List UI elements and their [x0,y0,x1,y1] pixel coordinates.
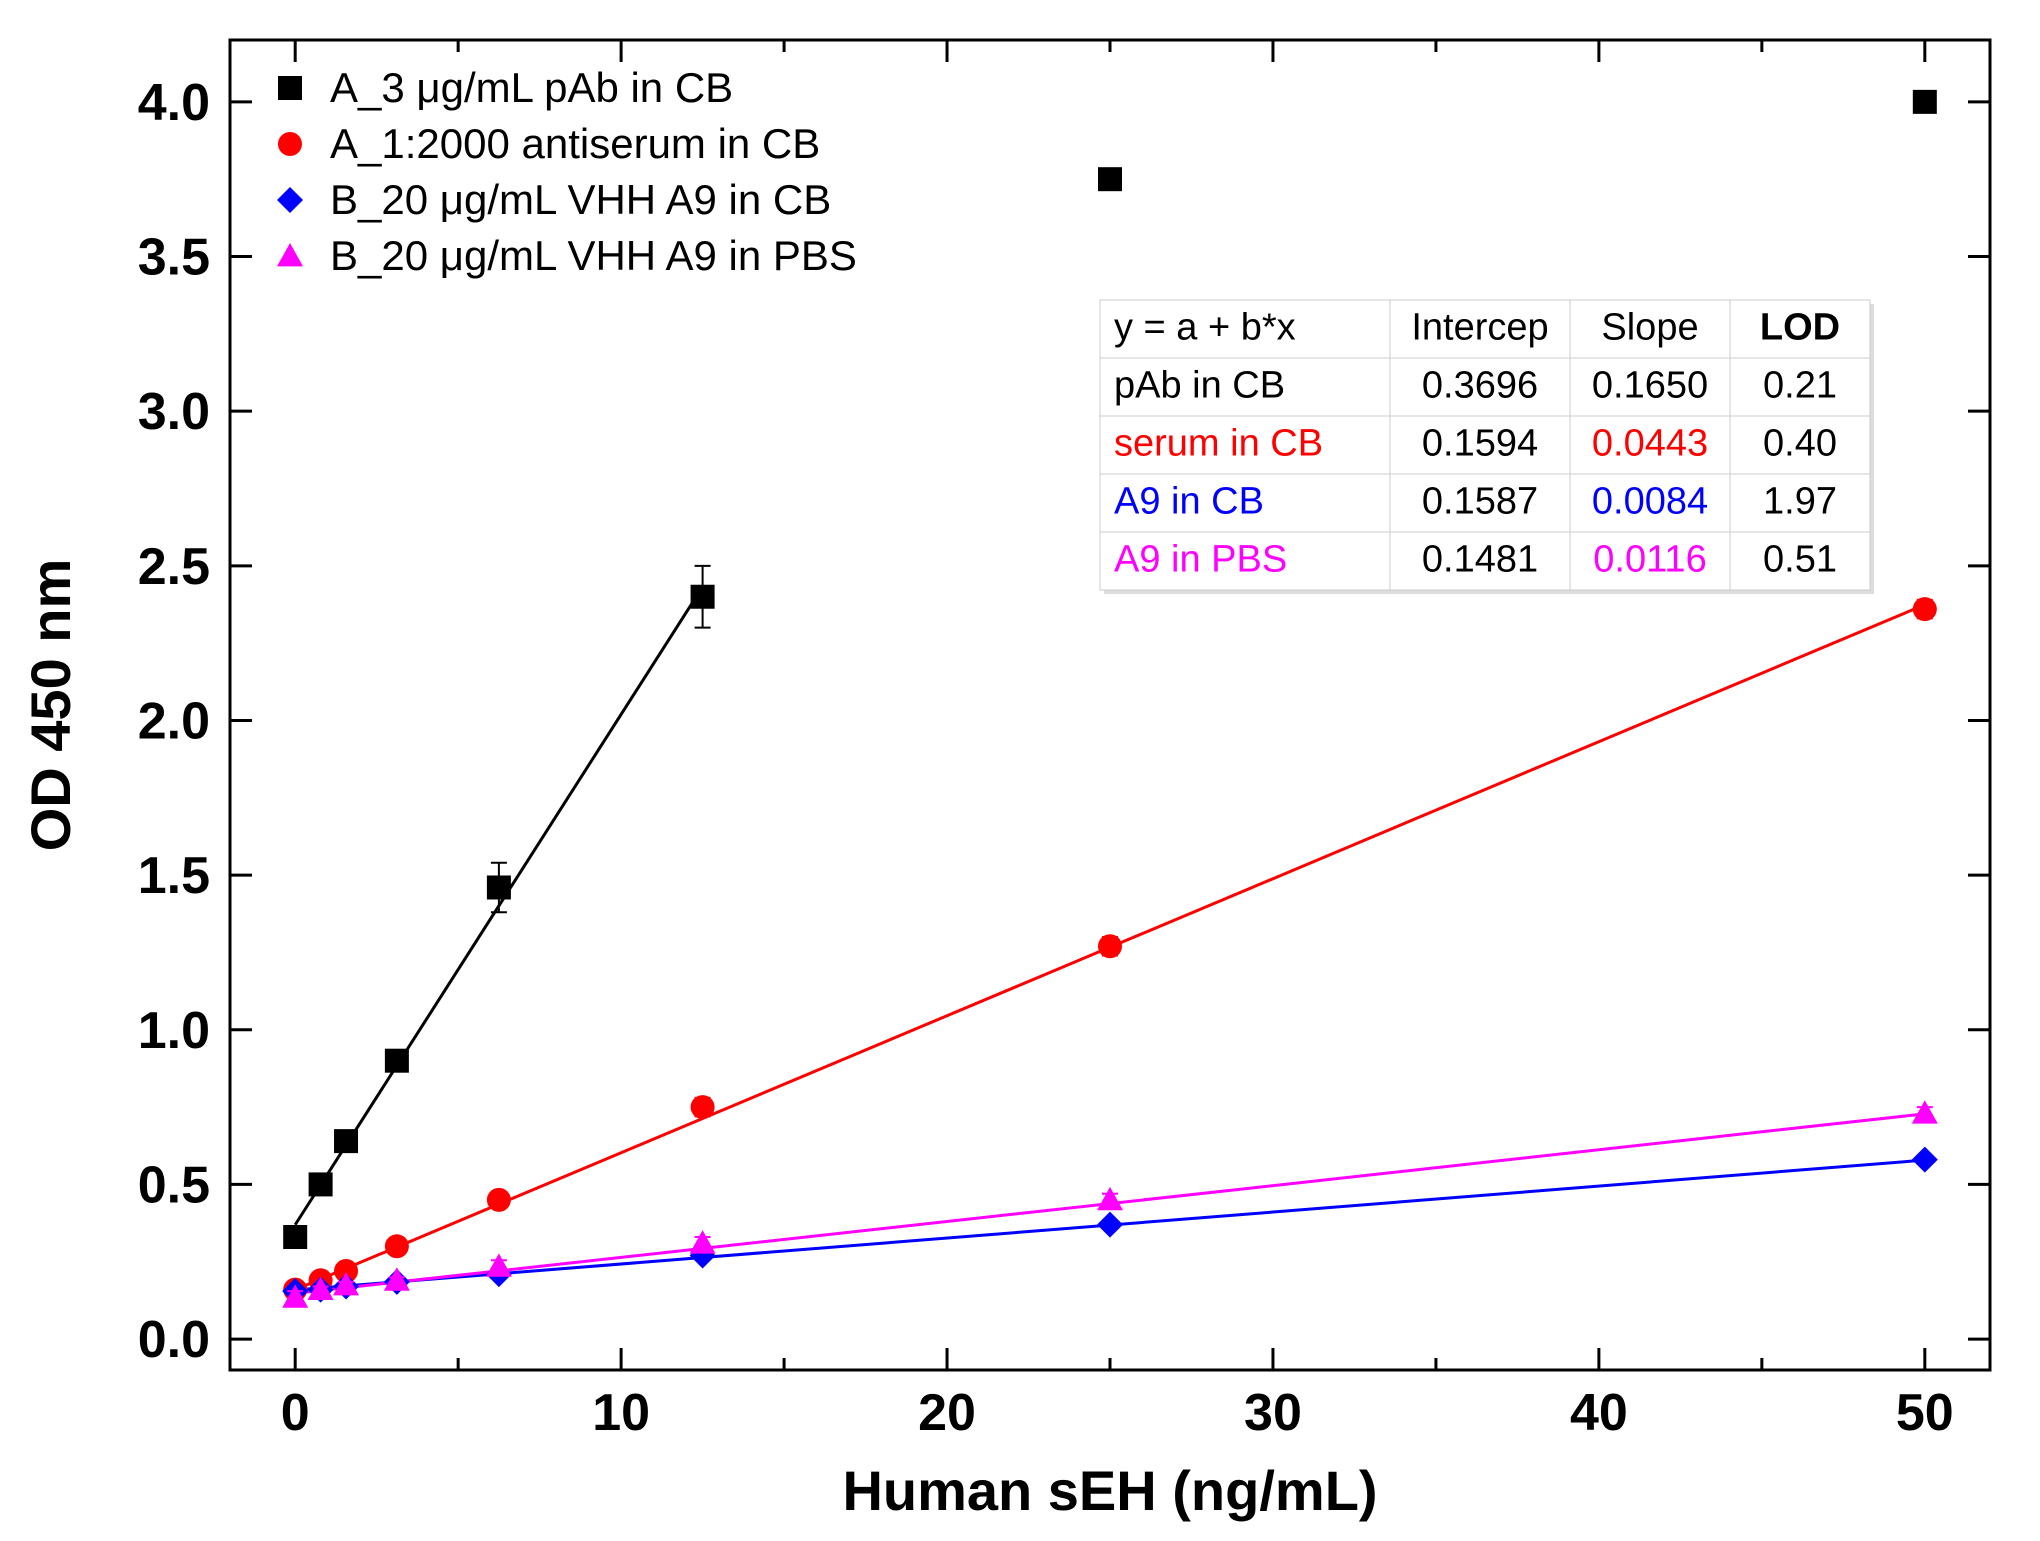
svg-text:30: 30 [1244,1384,1302,1442]
svg-text:50: 50 [1896,1384,1954,1442]
svg-text:Human sEH (ng/mL): Human sEH (ng/mL) [842,1459,1377,1522]
svg-text:0.40: 0.40 [1763,422,1837,464]
svg-text:0.1481: 0.1481 [1422,538,1538,580]
svg-text:10: 10 [592,1384,650,1442]
svg-text:0.51: 0.51 [1763,538,1837,580]
chart-svg: 0 10 20 30 40 50 0.0 0.5 1.0 1.5 2.0 2.5 3.0 3.5 4.0 Hu… [0,0,2040,1541]
svg-text:3.5: 3.5 [138,229,210,287]
svg-text:4.0: 4.0 [138,74,210,132]
legend-label: B_20 μg/mL VHH A9 in CB [330,176,831,223]
legend-label: B_20 μg/mL VHH A9 in PBS [330,232,857,279]
svg-text:2.0: 2.0 [138,692,210,750]
svg-text:40: 40 [1570,1384,1628,1442]
svg-text:Slope: Slope [1601,306,1698,348]
svg-text:OD 450 nm: OD 450 nm [19,559,82,852]
svg-text:Intercep: Intercep [1411,306,1548,348]
svg-text:0: 0 [281,1384,310,1442]
svg-text:y = a + b*x: y = a + b*x [1114,306,1296,348]
svg-text:2.5: 2.5 [138,538,210,596]
svg-text:LOD: LOD [1760,306,1840,348]
svg-text:A9 in CB: A9 in CB [1114,480,1264,522]
svg-text:0.5: 0.5 [138,1156,210,1214]
svg-text:0.0: 0.0 [138,1311,210,1369]
svg-text:20: 20 [918,1384,976,1442]
svg-text:0.1650: 0.1650 [1592,364,1708,406]
svg-text:1.5: 1.5 [138,847,210,905]
svg-text:A9 in PBS: A9 in PBS [1114,538,1287,580]
svg-text:0.0084: 0.0084 [1592,480,1708,522]
svg-text:pAb in CB: pAb in CB [1114,364,1285,406]
svg-text:3.0: 3.0 [138,383,210,441]
svg-text:0.1594: 0.1594 [1422,422,1538,464]
svg-text:0.21: 0.21 [1763,364,1837,406]
svg-text:serum in CB: serum in CB [1114,422,1323,464]
svg-text:1.0: 1.0 [138,1002,210,1060]
svg-text:0.3696: 0.3696 [1422,364,1538,406]
svg-text:0.0116: 0.0116 [1593,538,1706,580]
svg-text:1.97: 1.97 [1763,480,1837,522]
svg-text:0.1587: 0.1587 [1422,480,1538,522]
chart-container: 0 10 20 30 40 50 0.0 0.5 1.0 1.5 2.0 2.5 3.0 3.5 4.0 Hu… [0,0,2040,1541]
legend-label: A_1:2000 antiserum in CB [330,120,820,167]
svg-text:0.0443: 0.0443 [1592,422,1708,464]
legend-label: A_3 μg/mL pAb in CB [330,64,733,111]
